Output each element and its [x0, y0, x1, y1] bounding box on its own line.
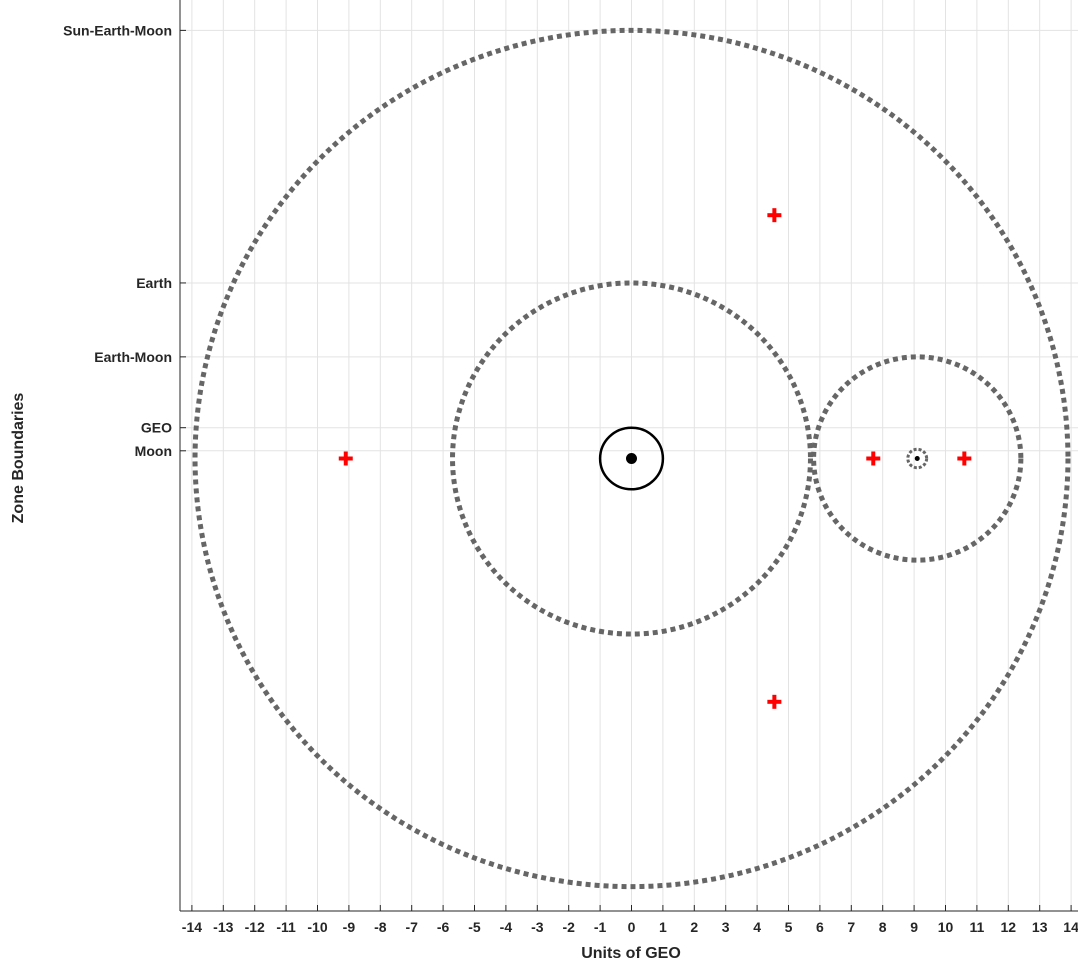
- body-marker-2: [914, 456, 920, 461]
- body-marker-1: [626, 453, 637, 464]
- y-tick-label: Earth: [136, 275, 172, 291]
- zone-circle-4: [906, 447, 929, 470]
- x-tick-label: 6: [816, 919, 824, 935]
- lagrange-point-4: [866, 451, 881, 466]
- x-tick-label: -14: [182, 919, 202, 935]
- x-tick-label: -5: [468, 919, 481, 935]
- y-tick-labels: Sun-Earth-Moon Earth Earth-Moon GEO Moon: [63, 22, 186, 459]
- zone-circle-3: [811, 354, 1024, 563]
- x-tick-label: -11: [276, 919, 296, 935]
- x-tick-label: -8: [374, 919, 387, 935]
- x-tick-label: -10: [307, 919, 327, 935]
- x-tick-label: -3: [531, 919, 544, 935]
- x-tick-label: 0: [628, 919, 636, 935]
- zone-circle-5: [598, 426, 665, 491]
- y-tick-label: Moon: [135, 443, 172, 459]
- x-tick-label: -2: [562, 919, 575, 935]
- x-tick-label: 14: [1063, 919, 1078, 935]
- y-tick-label: GEO: [141, 420, 172, 436]
- x-tick-label: 12: [1001, 919, 1017, 935]
- x-tick-label: 1: [659, 919, 667, 935]
- bodies: [626, 453, 920, 464]
- x-tick-label: 13: [1032, 919, 1048, 935]
- lagrange-point-1: [767, 208, 782, 223]
- x-tick-label: 7: [847, 919, 855, 935]
- x-tick-label: 10: [938, 919, 954, 935]
- x-tick-label: 5: [785, 919, 793, 935]
- y-axis-title: Zone Boundaries: [10, 393, 27, 524]
- y-tick-label: Earth-Moon: [94, 349, 172, 365]
- lagrange-points: [338, 208, 972, 709]
- axes: [179, 0, 1078, 912]
- x-tick-label: -7: [405, 919, 418, 935]
- zone-circle-2: [450, 280, 813, 637]
- lagrange-point-2: [767, 694, 782, 709]
- x-tick-label: -12: [245, 919, 265, 935]
- x-tick-label: 11: [969, 919, 984, 935]
- lagrange-point-5: [957, 451, 972, 466]
- x-tick-label: 2: [690, 919, 698, 935]
- x-tick-label: 3: [722, 919, 730, 935]
- x-tick-label: -13: [213, 919, 233, 935]
- lagrange-point-3: [338, 451, 353, 466]
- y-tick-label: Sun-Earth-Moon: [63, 22, 172, 38]
- x-tick-label: 9: [910, 919, 918, 935]
- x-tick-label: 4: [753, 919, 761, 935]
- x-tick-label: -9: [343, 919, 356, 935]
- x-tick-label: -6: [437, 919, 450, 935]
- zone-circle-1: [192, 27, 1071, 890]
- x-axis-title: Units of GEO: [581, 945, 681, 962]
- x-tick-labels: -14 -13 -12 -11 -10 -9 -8 -7 -6 -5 -4 -3 -2 -1 0 1 2 3 4 5 6…: [182, 905, 1078, 935]
- zone-circles: [192, 27, 1071, 890]
- x-tick-label: -1: [594, 919, 607, 935]
- x-tick-label: -4: [500, 919, 513, 935]
- x-tick-label: 8: [879, 919, 887, 935]
